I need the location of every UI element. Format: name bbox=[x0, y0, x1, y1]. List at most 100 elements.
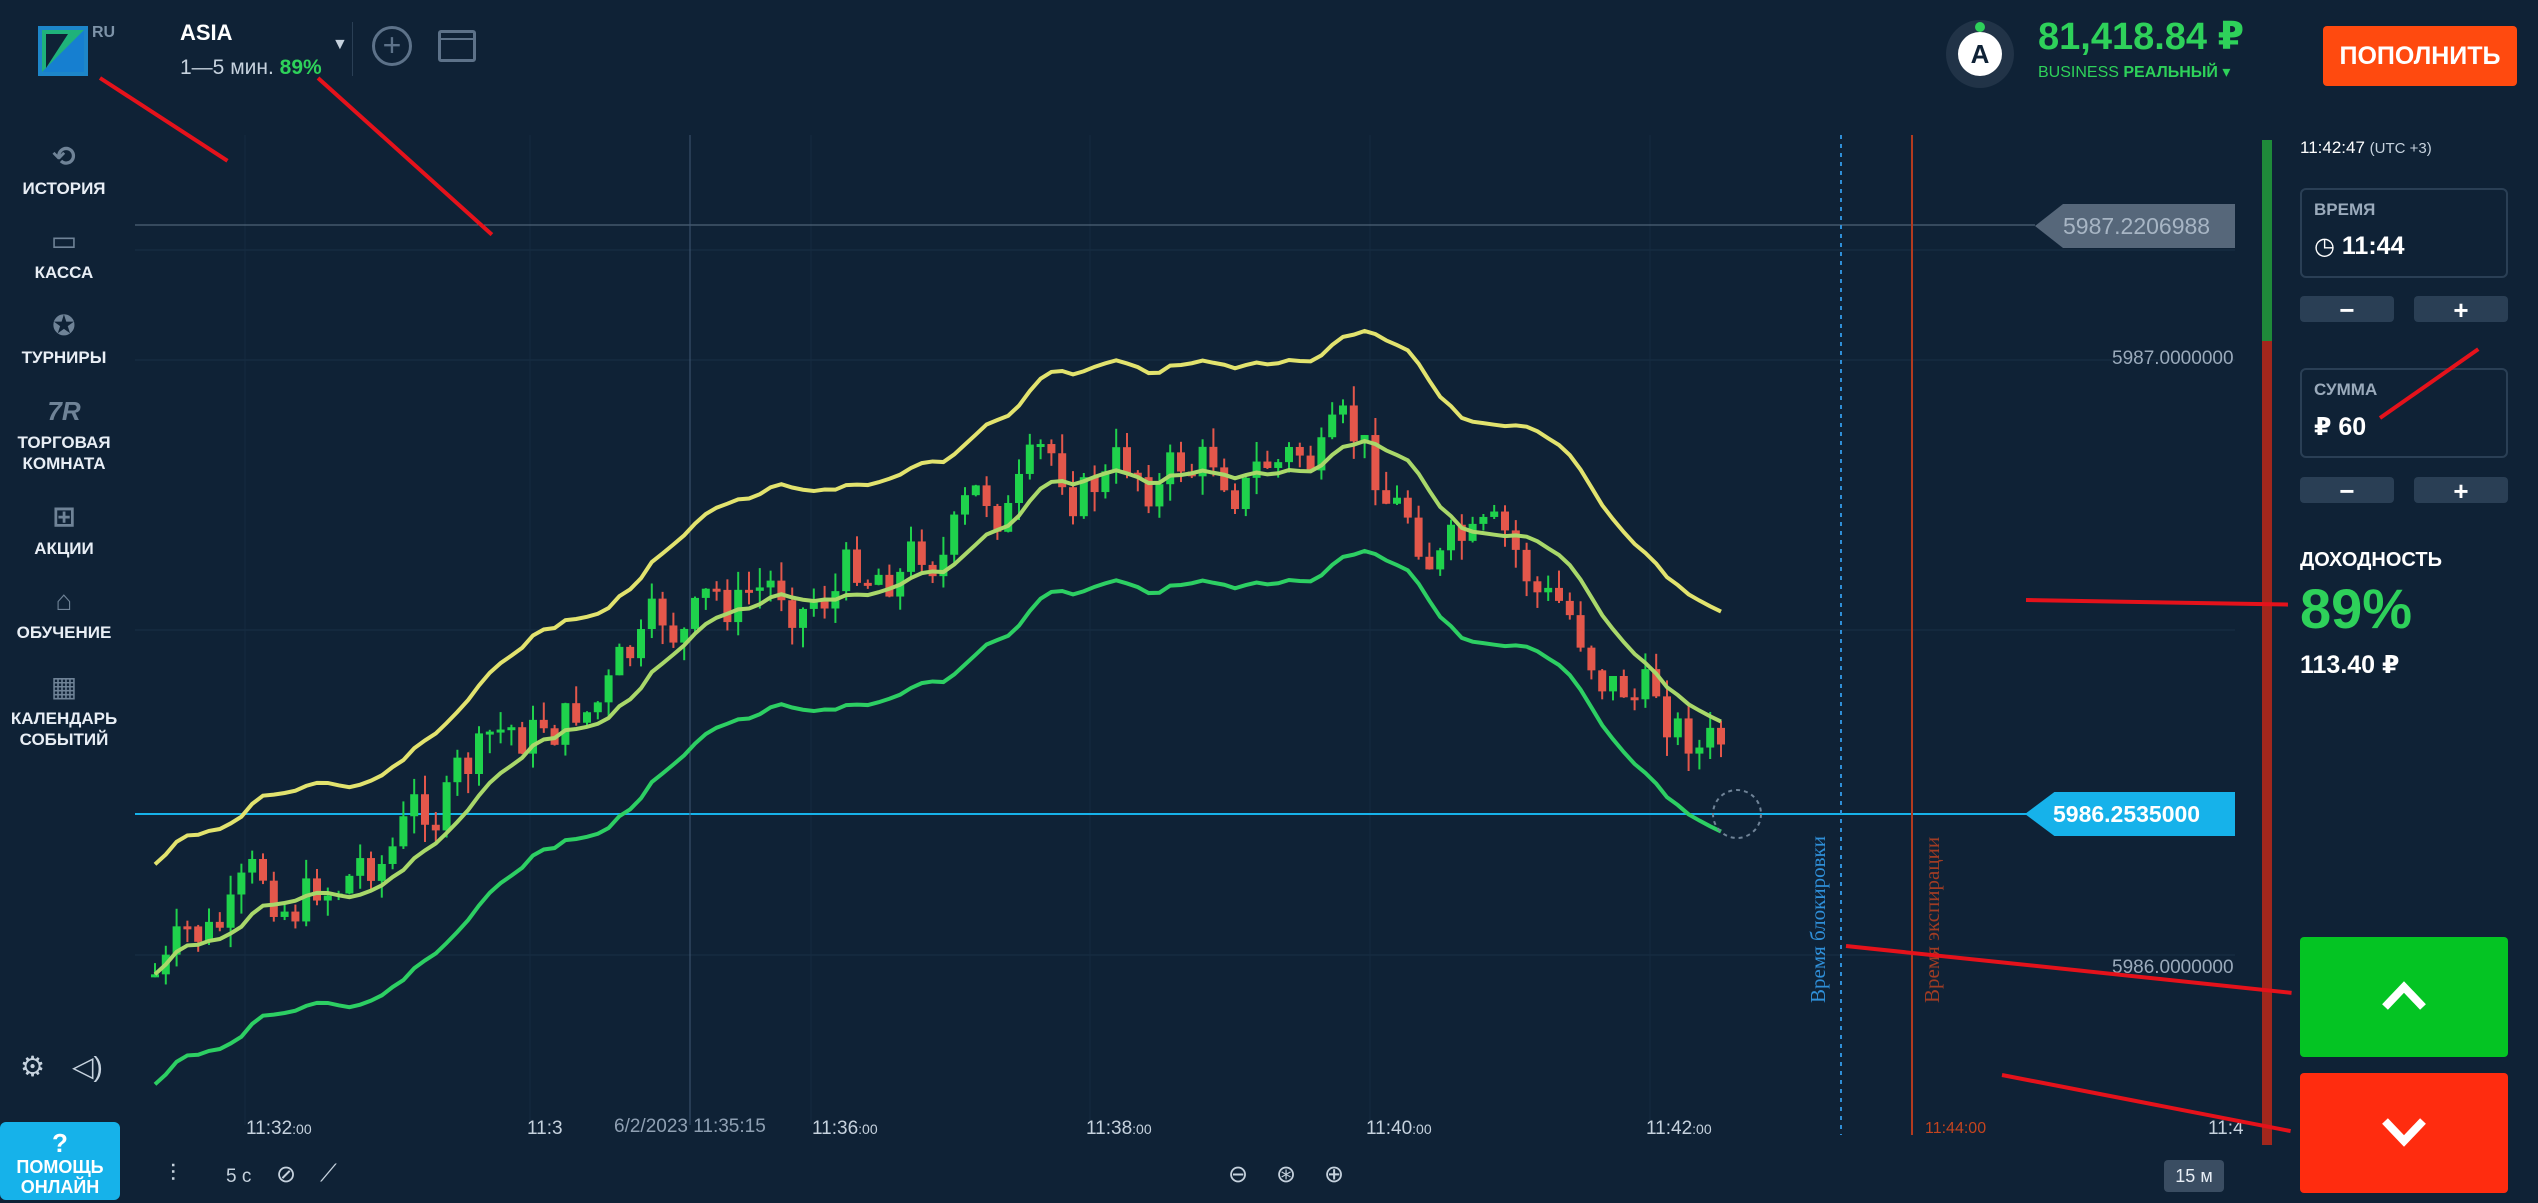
logo[interactable] bbox=[38, 26, 88, 76]
candle-body bbox=[1393, 497, 1401, 504]
sidebar-item-history[interactable]: ⟲ ИСТОРИЯ bbox=[0, 142, 128, 199]
candle-body bbox=[1414, 517, 1423, 557]
candle-body bbox=[1706, 727, 1715, 748]
candle-body bbox=[572, 703, 581, 723]
timeframe-selector[interactable]: 5 с bbox=[226, 1166, 252, 1187]
fit-screen-icon[interactable]: ⊛ bbox=[1276, 1161, 1297, 1188]
add-asset-button[interactable]: + bbox=[372, 26, 412, 66]
expiry-time-axis-label: 11:44:00 bbox=[1925, 1120, 1987, 1137]
candle-body bbox=[647, 598, 656, 630]
price-marker-top: 5987.2206988 bbox=[2035, 204, 2235, 248]
candle-body bbox=[1025, 444, 1034, 474]
candle-body bbox=[907, 541, 915, 572]
trade-up-button[interactable] bbox=[2300, 937, 2508, 1057]
candle-body bbox=[950, 514, 959, 555]
time-decrease-button[interactable]: − bbox=[2300, 296, 2394, 323]
chevron-down-icon bbox=[2382, 1117, 2426, 1147]
time-increase-button[interactable]: + bbox=[2414, 296, 2508, 323]
candle-body bbox=[313, 878, 321, 901]
time-axis-label: 11:32:00 bbox=[246, 1118, 312, 1139]
candle-body bbox=[205, 921, 213, 942]
account-type-selector[interactable]: BUSINESS РЕАЛЬНЫЙ ▾ bbox=[2038, 62, 2230, 82]
candle-body bbox=[1004, 503, 1013, 532]
price-chart[interactable] bbox=[135, 135, 2235, 1135]
settings-icon[interactable]: ⚙ bbox=[20, 1051, 46, 1082]
amount-decrease-button[interactable]: − bbox=[2300, 477, 2394, 504]
sidebar-item-cashier[interactable]: ▭ КАССА bbox=[0, 226, 128, 283]
candle-body bbox=[269, 880, 278, 917]
candle-body bbox=[1015, 473, 1023, 504]
candle-body bbox=[464, 757, 473, 774]
candles-icon[interactable]: ⫶ bbox=[170, 1160, 176, 1187]
divider bbox=[352, 22, 353, 76]
candle-body bbox=[1641, 669, 1650, 700]
candle-body bbox=[1652, 669, 1661, 697]
sidebar-item-tournaments[interactable]: ✪ ТУРНИРЫ bbox=[0, 311, 128, 368]
candle-body bbox=[1576, 615, 1585, 648]
sound-icon[interactable]: ◁) bbox=[72, 1051, 103, 1082]
avatar[interactable]: A bbox=[1946, 20, 2014, 88]
candle-body bbox=[1079, 477, 1088, 517]
zoom-in-icon[interactable]: ⊕ bbox=[1324, 1161, 1345, 1188]
asset-info: 1—5 мин. 89% bbox=[180, 56, 322, 80]
candle-body bbox=[1501, 511, 1509, 531]
candle-body bbox=[151, 974, 159, 978]
candle-body bbox=[1241, 477, 1250, 510]
chart-zoom-level[interactable]: 15 м bbox=[2164, 1160, 2224, 1192]
candle-body bbox=[1209, 446, 1218, 468]
candle-body bbox=[1274, 462, 1283, 468]
candle-body bbox=[1263, 461, 1272, 468]
time-field-value: ◷ 11:44 bbox=[2314, 232, 2405, 260]
sidebar-item-calendar[interactable]: ▦ КАЛЕНДАРЬ СОБЫТИЙ bbox=[0, 672, 128, 750]
candle-body bbox=[561, 703, 570, 745]
candle-body bbox=[1490, 511, 1499, 517]
candle-body bbox=[302, 878, 311, 922]
sidebar-item-promotions[interactable]: ⊞ АКЦИИ bbox=[0, 502, 128, 559]
trade-down-button[interactable] bbox=[2300, 1073, 2508, 1193]
candle-body bbox=[701, 588, 710, 598]
candle-body bbox=[626, 646, 635, 659]
candle-body bbox=[1587, 647, 1596, 671]
candle-body bbox=[1630, 697, 1639, 701]
help-online-button[interactable]: ? ПОМОЩЬ ОНЛАЙН bbox=[0, 1122, 120, 1200]
history-icon: ⟲ bbox=[52, 141, 76, 172]
amount-increase-button[interactable]: + bbox=[2414, 477, 2508, 504]
candle-body bbox=[723, 589, 732, 623]
candle-body bbox=[453, 757, 462, 783]
help-line-2: ОНЛАЙН bbox=[20, 1176, 100, 1197]
amount-field-value: ₽ 60 bbox=[2314, 413, 2367, 441]
candle-body bbox=[1177, 452, 1185, 472]
candle-body bbox=[172, 926, 181, 955]
deposit-button[interactable]: ПОПОЛНИТЬ bbox=[2323, 26, 2517, 86]
chevron-down-icon[interactable]: ▼ bbox=[332, 36, 348, 53]
expiry-time-field[interactable]: ВРЕМЯ ◷ 11:44 bbox=[2300, 188, 2508, 278]
sidebar-item-education[interactable]: ⌂ ОБУЧЕНИЕ bbox=[0, 586, 128, 643]
zoom-out-icon[interactable]: ⊖ bbox=[1228, 1161, 1249, 1188]
clock-time: 11:42:47 bbox=[2300, 138, 2365, 157]
drawing-tools-icon[interactable]: ⟋ bbox=[320, 1160, 337, 1187]
ruler-icon[interactable]: ⊘ bbox=[276, 1161, 297, 1188]
time-axis-label: 11:36:00 bbox=[812, 1118, 878, 1139]
amount-field[interactable]: СУММА ₽ 60 bbox=[2300, 368, 2508, 458]
candle-body bbox=[1565, 600, 1574, 616]
plus-icon: + bbox=[382, 27, 402, 63]
sidebar-item-label: ИСТОРИЯ bbox=[22, 179, 106, 198]
candle-body bbox=[237, 872, 246, 895]
asset-selector[interactable]: ASIA 1—5 мин. 89% bbox=[180, 20, 322, 80]
candle-body bbox=[917, 541, 926, 565]
candle-body bbox=[755, 587, 764, 591]
candle-body bbox=[788, 600, 797, 628]
account-balance[interactable]: 81,418.84 ₽ bbox=[2038, 16, 2245, 58]
question-icon: ? bbox=[52, 1127, 68, 1158]
candle-body bbox=[1457, 524, 1466, 541]
chart-layout-button[interactable] bbox=[438, 30, 476, 62]
candle-body bbox=[367, 858, 375, 881]
sidebar-item-trading-room[interactable]: 7R ТОРГОВАЯ КОМНАТА bbox=[0, 396, 128, 474]
candle-body bbox=[1101, 471, 1110, 493]
candle-body bbox=[1544, 587, 1553, 593]
candle-body bbox=[1619, 675, 1628, 698]
candle-body bbox=[863, 582, 872, 586]
candle-body bbox=[1123, 447, 1131, 473]
candle-body bbox=[637, 629, 645, 659]
candle-body bbox=[885, 574, 894, 597]
